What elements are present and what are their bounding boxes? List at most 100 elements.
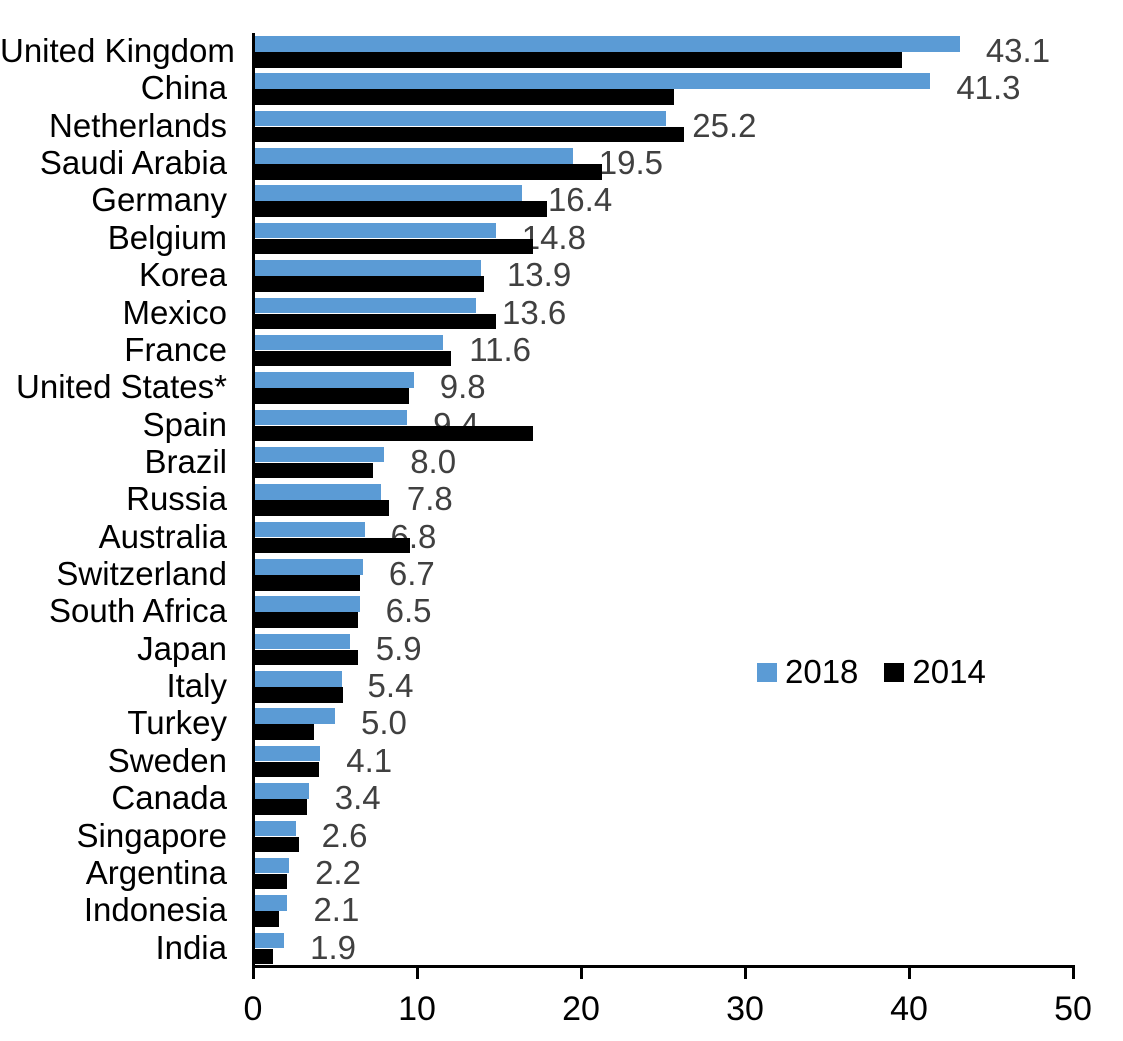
category-label: Brazil <box>144 442 227 480</box>
x-tick <box>251 967 255 979</box>
bar-2014 <box>253 537 411 554</box>
value-label: 5.0 <box>361 704 407 742</box>
x-tick-label: 10 <box>398 990 436 1028</box>
bar-2014 <box>253 52 903 68</box>
bar-2014 <box>253 911 280 927</box>
category-label: China <box>140 69 227 107</box>
x-tick <box>415 967 419 979</box>
value-label: 5.4 <box>367 667 414 705</box>
value-label: 2.1 <box>313 891 360 929</box>
value-label: 16.4 <box>547 181 613 219</box>
category-label: India <box>155 928 227 966</box>
x-tick <box>579 967 583 979</box>
value-label: 43.1 <box>985 32 1051 69</box>
category-label: South Africa <box>49 592 227 630</box>
bar-2018 <box>253 372 414 388</box>
bar-2018 <box>253 484 381 500</box>
bar-2014 <box>253 799 308 815</box>
value-label: 13.6 <box>502 293 567 331</box>
x-tick-label: 0 <box>243 990 263 1028</box>
category-label: Germany <box>91 181 227 219</box>
category-label: Sweden <box>107 741 227 779</box>
value-label: 41.3 <box>956 69 1021 107</box>
bar-2014 <box>253 948 273 965</box>
category-label: Spain <box>142 405 227 443</box>
value-label: 19.5 <box>598 144 664 182</box>
x-tick-label: 40 <box>890 990 928 1028</box>
legend-item-2018: 2018 <box>757 655 858 689</box>
y-axis-line <box>251 33 255 968</box>
category-label: Korea <box>138 256 227 294</box>
legend-item-2014: 2014 <box>884 655 986 689</box>
bar-2014 <box>253 724 314 740</box>
value-label: 4.1 <box>346 741 393 779</box>
bar-2018 <box>253 857 290 874</box>
category-label: Mexico <box>122 293 227 331</box>
value-label: 6.7 <box>388 555 435 593</box>
value-label: 11.6 <box>469 330 532 368</box>
bar-2018 <box>253 297 477 314</box>
bar-2014 <box>253 836 299 853</box>
bar-2014 <box>253 164 603 180</box>
bar-2014 <box>253 575 360 591</box>
bar-2018 <box>253 820 296 837</box>
x-tick-label: 30 <box>726 990 764 1028</box>
bar-2018 <box>253 521 365 538</box>
category-label: Saudi Arabia <box>39 144 227 182</box>
bar-2014 <box>253 238 534 255</box>
value-label: 2.2 <box>315 853 361 891</box>
bar-2018 <box>253 596 360 612</box>
legend-label-2018: 2018 <box>785 653 859 690</box>
category-label: Turkey <box>127 704 227 742</box>
value-label: 5.9 <box>375 629 422 667</box>
bar-2014 <box>253 89 675 105</box>
bar-2018 <box>253 222 496 239</box>
legend: 2018 2014 <box>757 655 986 689</box>
value-label: 9.8 <box>439 368 486 406</box>
category-label: Belgium <box>107 218 227 256</box>
bar-2014 <box>253 201 547 217</box>
value-label: 25.2 <box>692 106 757 144</box>
legend-swatch-2018 <box>757 662 777 682</box>
bar-2014 <box>253 313 496 330</box>
value-label: 8.0 <box>410 442 457 480</box>
category-label: Switzerland <box>56 555 227 593</box>
bar-2014 <box>253 276 485 292</box>
value-label: 3.4 <box>334 779 381 817</box>
x-tick <box>743 967 747 979</box>
bar-2018 <box>253 36 960 52</box>
bar-2014 <box>253 350 452 367</box>
bar-2018 <box>253 73 931 89</box>
category-label: United States* <box>16 368 227 406</box>
x-tick <box>907 967 911 979</box>
value-label: 13.9 <box>506 256 572 294</box>
category-label: Italy <box>166 667 227 705</box>
bar-2014 <box>253 687 344 703</box>
category-label: Russia <box>126 480 227 518</box>
value-label: 6.5 <box>385 592 432 630</box>
bar-2018 <box>253 708 335 724</box>
bar-2018 <box>253 148 573 164</box>
category-label: Canada <box>111 779 227 817</box>
value-label: 7.8 <box>406 480 453 518</box>
bar-2018 <box>253 185 522 201</box>
bar-2014 <box>253 761 319 778</box>
bar-2014 <box>253 500 390 516</box>
bar-2014 <box>253 873 288 890</box>
category-label: Japan <box>137 629 227 667</box>
value-label: 1.9 <box>310 928 357 966</box>
category-label: United Kingdom <box>0 32 235 69</box>
x-tick <box>1071 967 1075 979</box>
bar-2018 <box>253 745 321 762</box>
bar-2018 <box>253 446 385 463</box>
bar-2018 <box>253 260 481 276</box>
value-label: 2.6 <box>321 816 368 854</box>
bar-2014 <box>253 649 358 666</box>
category-label: Netherlands <box>49 106 227 144</box>
x-tick-label: 50 <box>1054 990 1092 1028</box>
bar-2018 <box>253 409 408 426</box>
category-label: Australia <box>98 517 227 555</box>
category-label: Singapore <box>76 816 227 854</box>
bar-2018 <box>253 110 667 127</box>
